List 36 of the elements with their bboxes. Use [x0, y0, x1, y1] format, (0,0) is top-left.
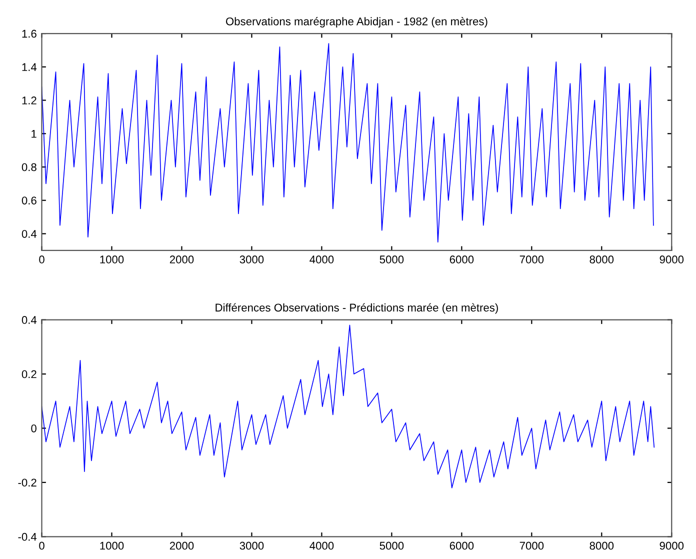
x-tick-label: 6000	[450, 256, 474, 264]
x-tick-label: 4000	[310, 542, 334, 550]
y-tick-label: 1	[32, 130, 36, 138]
x-tick-label: 0	[39, 256, 44, 264]
x-tick-label: 5000	[380, 256, 404, 264]
x-tick-label: 1000	[100, 256, 124, 264]
y-tick-label: 0.6	[22, 196, 36, 204]
x-tick-label: 6000	[450, 542, 474, 550]
line-series	[42, 324, 655, 488]
y-tick-label: -0.2	[18, 478, 36, 487]
x-tick-label: 7000	[520, 256, 544, 264]
x-tick-label: 3000	[240, 256, 264, 264]
x-tick-label: 9000	[660, 256, 684, 264]
x-tick-label: 2000	[170, 256, 194, 264]
y-tick-label: 1.4	[22, 63, 37, 71]
y-tick-label: -0.4	[18, 532, 37, 541]
x-tick-label: 2000	[170, 542, 194, 550]
x-tick-label: 4000	[310, 256, 334, 264]
chart-title: Observations marégraphe Abidjan - 1982 (en mètres)	[226, 17, 488, 28]
x-tick-label: 3000	[240, 542, 264, 550]
y-tick-label: 0.2	[22, 370, 36, 378]
y-tick-label: 1.2	[22, 96, 36, 104]
x-tick-label: 0	[39, 542, 44, 550]
y-tick-label: 0.4	[22, 316, 37, 324]
x-tick-label: 8000	[590, 256, 614, 264]
y-tick-label: 1.6	[22, 30, 36, 38]
chart-title: Différences Observations - Prédictions marée (en mètres)	[216, 303, 498, 314]
line-series	[42, 43, 654, 242]
y-tick-label: 0	[31, 424, 36, 432]
x-tick-label: 7000	[520, 542, 544, 550]
x-tick-label: 1000	[100, 542, 124, 550]
x-tick-label: 8000	[590, 542, 614, 550]
x-tick-label: 5000	[380, 542, 404, 550]
y-tick-label: 0.8	[22, 163, 36, 172]
y-tick-label: 0.4	[22, 230, 37, 238]
x-tick-label: 9000	[660, 542, 684, 550]
